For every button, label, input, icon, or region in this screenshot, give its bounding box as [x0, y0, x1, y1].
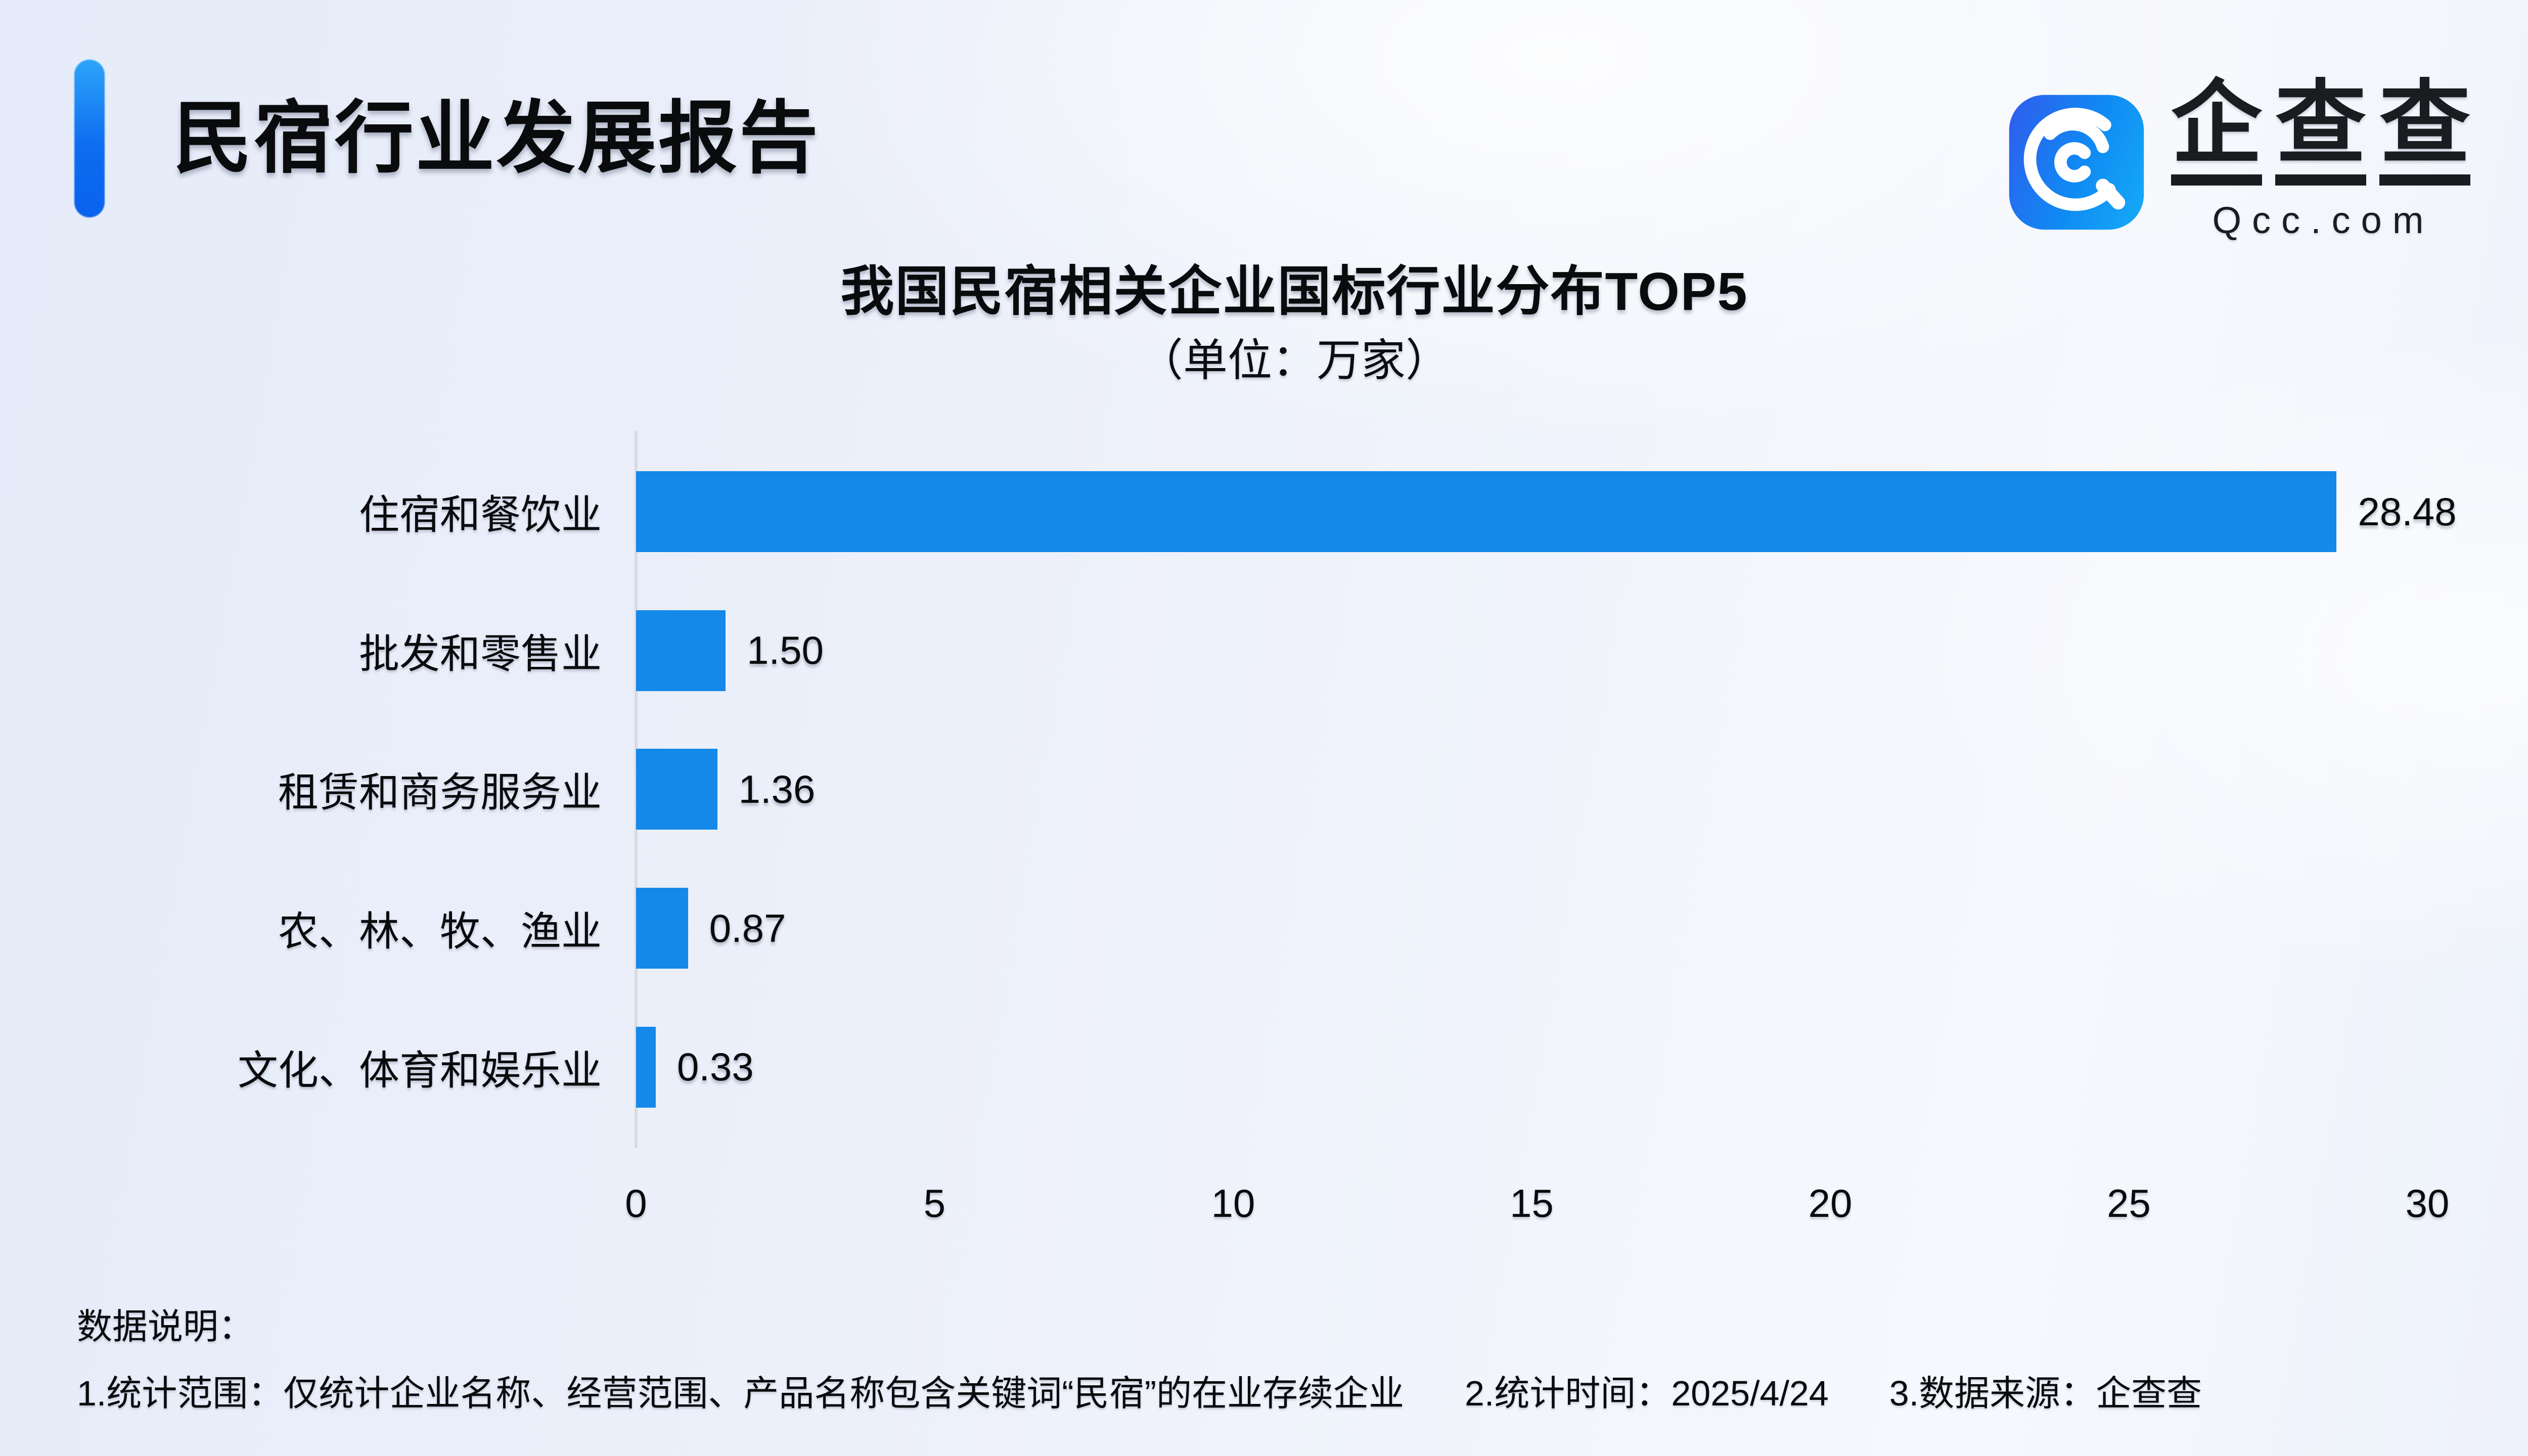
qcc-logo-icon	[2006, 92, 2147, 233]
brand-name: 企 查 查	[2171, 76, 2471, 186]
note-scope: 1.统计范围：仅统计企业名称、经营范围、产品名称包含关键词“民宿”的在业存续企业	[77, 1374, 1404, 1413]
bar-track: 1.36	[636, 720, 2427, 859]
brand-char: 查	[2379, 76, 2471, 186]
footer-notes: 1.统计范围：仅统计企业名称、经营范围、产品名称包含关键词“民宿”的在业存续企业…	[77, 1365, 2202, 1416]
x-tick: 20	[1808, 1181, 1853, 1225]
page-title: 民宿行业发展报告	[173, 95, 820, 183]
chart-row: 住宿和餐饮业 28.48	[0, 442, 2528, 581]
chart-unit-subtitle: （单位：万家）	[1138, 335, 1450, 385]
brand-logo: 企 查 查 Qcc.com	[2006, 76, 2471, 242]
title-accent-bar	[74, 60, 105, 217]
chart-row: 租赁和商务服务业 1.36	[0, 720, 2528, 859]
bar-value: 1.36	[738, 766, 816, 811]
footer-heading: 数据说明：	[77, 1307, 254, 1346]
brand-char: 查	[2275, 76, 2367, 186]
bar-track: 0.87	[636, 859, 2427, 998]
bar-track: 0.33	[636, 997, 2427, 1136]
bar-value: 0.87	[709, 905, 786, 950]
bar	[636, 888, 688, 969]
category-label: 住宿和餐饮业	[359, 492, 602, 538]
bar	[636, 749, 717, 830]
note-source: 3.数据来源：企查查	[1889, 1374, 2202, 1413]
bar-value: 28.48	[2358, 489, 2457, 534]
category-label: 农、林、牧、渔业	[278, 909, 602, 954]
plot-area: 住宿和餐饮业 28.48 批发和零售业 1.50 租赁和商务服务业 1.36 农、林、牧、渔…	[0, 431, 2528, 1148]
x-tick: 30	[2405, 1181, 2450, 1225]
x-tick: 25	[2107, 1181, 2151, 1225]
bar	[636, 471, 2337, 553]
chart-row: 批发和零售业 1.50	[0, 581, 2528, 720]
x-tick: 10	[1211, 1181, 1255, 1225]
bar	[636, 610, 726, 691]
category-label: 文化、体育和娱乐业	[238, 1048, 602, 1093]
x-tick: 0	[625, 1181, 647, 1225]
category-label: 租赁和商务服务业	[278, 770, 602, 815]
brand-wordmark: 企 查 查 Qcc.com	[2171, 76, 2471, 242]
chart-row: 文化、体育和娱乐业 0.33	[0, 997, 2528, 1136]
bar-value: 1.50	[747, 628, 824, 673]
report-header: 民宿行业发展报告	[74, 60, 820, 217]
chart-row: 农、林、牧、渔业 0.87	[0, 859, 2528, 998]
category-label: 批发和零售业	[359, 631, 602, 676]
bar-value: 0.33	[676, 1044, 754, 1089]
bar	[636, 1026, 656, 1108]
x-tick: 15	[1510, 1181, 1554, 1225]
x-axis-ticks: 0 5 10 15 20 25 30	[625, 1180, 2449, 1226]
note-time: 2.统计时间：2025/4/24	[1465, 1374, 1829, 1413]
brand-char: 企	[2171, 76, 2263, 186]
chart-title: 我国民宿相关企业国标行业分布TOP5	[840, 262, 1748, 322]
x-tick: 5	[923, 1181, 946, 1225]
bar-track: 1.50	[636, 581, 2427, 720]
bar-track: 28.48	[636, 442, 2457, 581]
brand-domain: Qcc.com	[2212, 199, 2434, 241]
